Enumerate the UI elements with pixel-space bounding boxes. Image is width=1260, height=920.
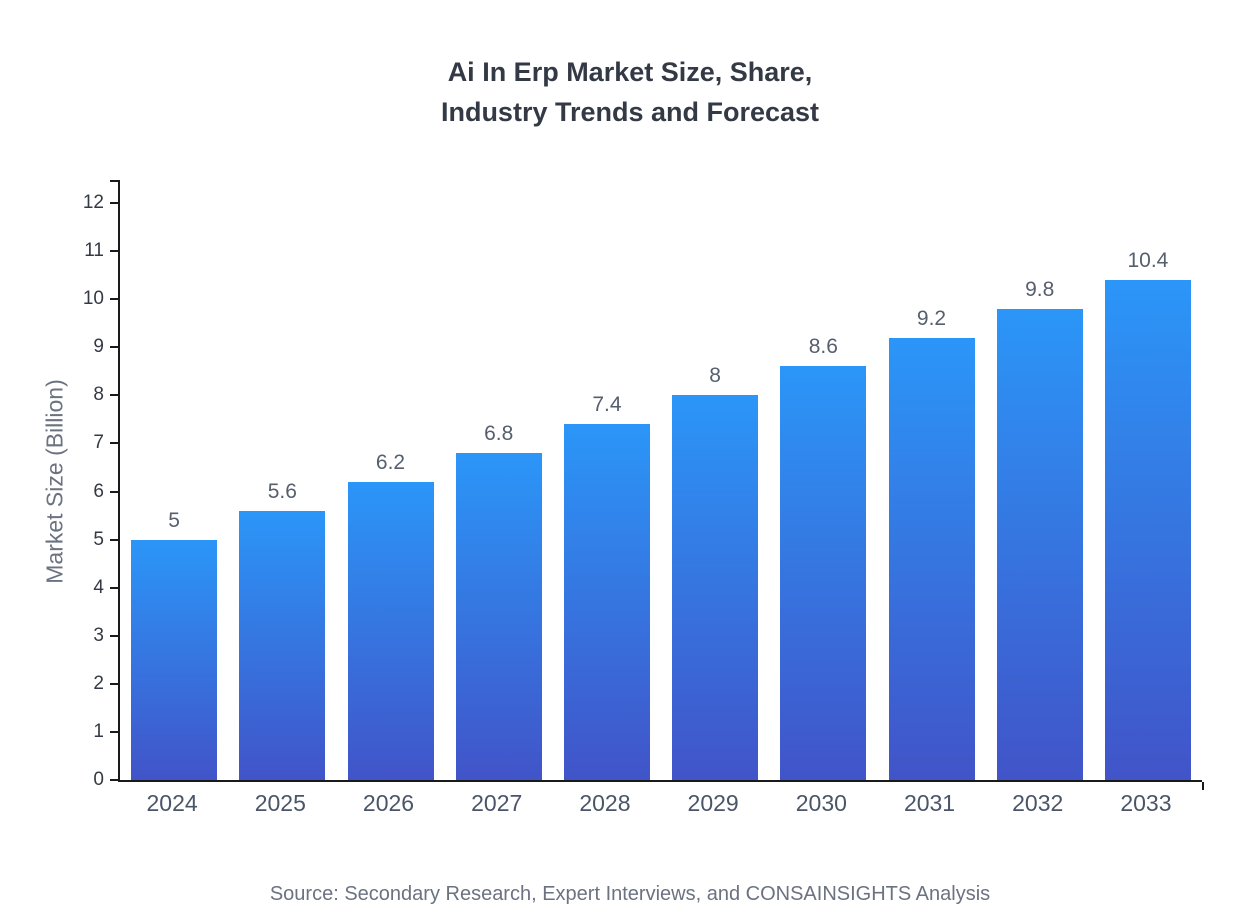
- bar-2024: [131, 539, 218, 780]
- bar-cell-2030: 8.6: [769, 335, 877, 780]
- bar-2025: [239, 510, 326, 780]
- y-tick-label: 7: [93, 432, 104, 454]
- y-tick-label: 1: [93, 720, 104, 742]
- bar-value-label: 7.4: [592, 393, 622, 417]
- y-tick-mark: [110, 586, 118, 589]
- bars-container: 5 5.6 6.2 6.8 7.4 8 8.6 9.2 9.8 10.4: [120, 180, 1202, 780]
- bar-value-label: 5: [168, 508, 180, 532]
- bar-value-label: 6.2: [375, 450, 406, 474]
- plot-area: 0 1 2 3 4 5 6 7 8 9 10 11 12 5 5.6 6.2 6.8 7.4 8 8.6 9.2 9.8…: [83, 180, 1204, 790]
- bar-2027: [455, 453, 542, 780]
- x-tick-label-2033: 2033: [1120, 790, 1172, 816]
- x-tick-label-2029: 2029: [687, 790, 739, 816]
- y-tick-label: 9: [93, 336, 104, 358]
- x-axis-end-tick: [1202, 782, 1204, 790]
- bar-cell-2033: 10.4: [1094, 249, 1202, 780]
- bar-2031: [888, 337, 975, 780]
- y-tick-label: 11: [84, 240, 104, 262]
- y-tick-label: 2: [93, 672, 104, 694]
- y-tick-mark: [110, 394, 118, 397]
- y-axis-title: Market Size (Billion): [41, 379, 68, 584]
- y-tick-mark: [110, 490, 118, 493]
- x-tick-label-2032: 2032: [1012, 790, 1064, 816]
- x-tick-label-2026: 2026: [362, 790, 415, 816]
- x-tick-label-2025: 2025: [254, 790, 306, 816]
- y-tick-mark: [110, 298, 118, 301]
- bar-2029: [672, 395, 759, 780]
- bar-cell-2031: 9.2: [877, 307, 985, 780]
- bar-2028: [563, 424, 650, 780]
- y-tick-label: 0: [93, 769, 104, 790]
- bar-value-label: 8: [709, 364, 721, 388]
- x-axis-labels: 2024 2025 2026 2027 2028 2029 2030 2031 2032 2033: [118, 790, 1200, 817]
- y-tick-label: 8: [93, 384, 104, 406]
- bar-value-label: 8.6: [808, 335, 838, 359]
- y-tick-mark: [110, 202, 118, 204]
- y-tick-label: 5: [93, 528, 104, 550]
- x-tick-label-2028: 2028: [579, 790, 631, 816]
- x-tick-label-2024: 2024: [146, 790, 198, 816]
- y-tick-mark: [110, 250, 118, 253]
- chart-title-line2: Industry Trends and Forecast: [440, 97, 820, 127]
- chart-title-line1: Ai In Erp Market Size, Share,: [447, 57, 813, 87]
- bar-cell-2024: 5: [120, 509, 228, 780]
- bar-value-label: 10.4: [1127, 248, 1169, 272]
- y-tick-mark: [110, 730, 118, 733]
- y-tick-label: 3: [93, 624, 104, 646]
- y-tick-mark: [110, 779, 118, 781]
- bar-2032: [996, 308, 1083, 780]
- y-axis-end-tick: [110, 180, 118, 182]
- y-tick-label: 4: [93, 576, 104, 598]
- y-tick-mark: [110, 682, 118, 685]
- y-tick-mark: [110, 538, 118, 541]
- chart-title: Ai In Erp Market Size, Share, Industry T…: [0, 52, 1260, 132]
- bar-2033: [1104, 279, 1191, 780]
- bar-2026: [347, 481, 434, 780]
- y-tick-label: 10: [82, 288, 104, 310]
- x-tick-label-2031: 2031: [903, 790, 956, 816]
- y-tick-mark: [110, 442, 118, 445]
- x-tick-label-2030: 2030: [795, 790, 847, 816]
- bar-cell-2025: 5.6: [228, 480, 336, 780]
- y-tick-label: 12: [82, 192, 104, 213]
- y-tick-label: 6: [93, 480, 104, 502]
- y-tick-mark: [110, 346, 118, 349]
- bar-cell-2026: 6.2: [336, 451, 444, 780]
- bar-cell-2027: 6.8: [445, 422, 553, 780]
- bar-cell-2032: 9.8: [986, 278, 1094, 780]
- bar-value-label: 5.6: [267, 479, 297, 503]
- bar-cell-2029: 8: [661, 364, 769, 780]
- y-tick-mark: [110, 634, 118, 637]
- bar-value-label: 9.8: [1025, 277, 1055, 301]
- source-note: Source: Secondary Research, Expert Inter…: [269, 883, 991, 905]
- bar-value-label: 9.2: [916, 306, 947, 330]
- bar-cell-2028: 7.4: [553, 393, 661, 780]
- x-tick-label-2027: 2027: [471, 790, 523, 816]
- bar-2030: [780, 366, 867, 780]
- bar-value-label: 6.8: [484, 422, 514, 446]
